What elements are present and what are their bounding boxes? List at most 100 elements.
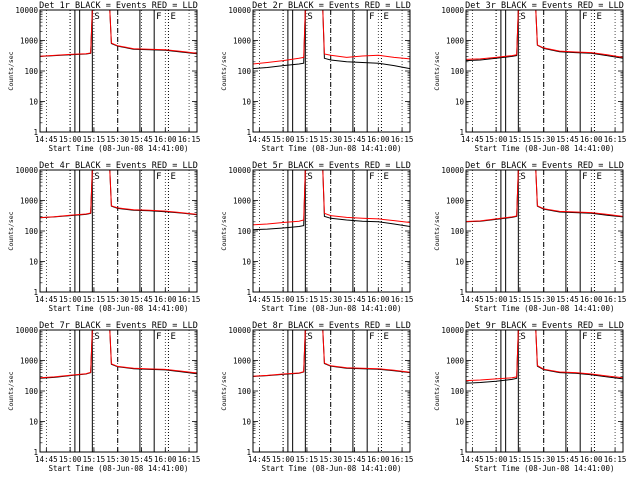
x-tick-label: 15:15	[509, 135, 532, 144]
y-tick-label: 100	[237, 227, 251, 236]
x-tick-label: 15:45	[556, 455, 579, 464]
x-tick-label: 15:00	[272, 135, 295, 144]
x-tick-label: 16:15	[178, 455, 201, 464]
event-marker-label: F	[369, 332, 374, 342]
y-tick-label: 1	[33, 288, 38, 297]
x-axis-label: Start Time (08-Jun-08 14:41:00)	[475, 464, 615, 473]
x-tick-label: 15:45	[343, 295, 366, 304]
y-tick-label: 10000	[441, 326, 464, 335]
y-tick-label: 100	[24, 387, 38, 396]
x-tick-label: 15:00	[59, 455, 82, 464]
y-tick-label: 1	[246, 288, 251, 297]
x-tick-label: 15:30	[532, 135, 555, 144]
x-tick-label: 16:15	[391, 295, 414, 304]
y-tick-label: 1	[33, 128, 38, 137]
x-tick-label: 16:15	[604, 295, 627, 304]
x-tick-label: 15:30	[319, 295, 342, 304]
x-tick-label: 15:15	[83, 135, 106, 144]
plot-frame	[39, 169, 198, 293]
x-tick-label: 15:00	[59, 295, 82, 304]
y-tick-label: 10000	[441, 6, 464, 15]
y-tick-label: 1	[246, 128, 251, 137]
x-tick-label: 16:15	[178, 135, 201, 144]
y-tick-label: 1000	[233, 37, 252, 46]
y-tick-label: 1	[459, 288, 464, 297]
y-tick-label: 10000	[15, 166, 38, 175]
x-tick-label: 15:45	[343, 455, 366, 464]
x-tick-label: 15:15	[83, 455, 106, 464]
y-tick-label: 1000	[20, 357, 39, 366]
x-tick-label: 16:00	[580, 455, 603, 464]
panel-3: Det 3r BLACK = Events RED = LLD 14:45 15:0…	[433, 1, 626, 153]
panel-title: Det 6r BLACK = Events RED = LLD	[465, 161, 624, 171]
x-axis-label: Start Time (08-Jun-08 14:41:00)	[49, 304, 189, 313]
x-tick-label: 15:15	[296, 295, 319, 304]
x-tick-label: 15:15	[509, 295, 532, 304]
y-tick-label: 100	[450, 227, 464, 236]
y-tick-label: 10	[455, 418, 465, 427]
x-tick-label: 16:00	[367, 455, 390, 464]
y-tick-label: 10	[29, 258, 39, 267]
event-marker-label: S	[307, 12, 312, 22]
x-tick-label: 15:45	[343, 135, 366, 144]
event-marker-label: E	[596, 332, 601, 342]
x-tick-label: 15:45	[130, 455, 153, 464]
series-line-lld	[466, 10, 623, 60]
x-tick-label: 15:00	[272, 455, 295, 464]
y-tick-label: 100	[24, 67, 38, 76]
y-tick-label: 1000	[20, 37, 39, 46]
plot-frame	[252, 9, 411, 133]
x-tick-label: 16:15	[391, 135, 414, 144]
event-marker-label: S	[520, 12, 525, 22]
panel-title: Det 9r BLACK = Events RED = LLD	[465, 321, 624, 331]
x-tick-label: 16:00	[154, 135, 177, 144]
x-tick-label: 14:45	[461, 135, 484, 144]
y-tick-label: 10	[29, 98, 39, 107]
y-axis-label: Counts/sec	[7, 51, 15, 90]
plot-frame	[465, 169, 624, 293]
y-tick-label: 10	[455, 258, 465, 267]
panel-title: Det 2r BLACK = Events RED = LLD	[252, 1, 411, 11]
event-marker-label: E	[170, 332, 175, 342]
x-tick-label: 16:15	[391, 455, 414, 464]
x-tick-label: 15:00	[485, 295, 508, 304]
y-tick-label: 10000	[228, 6, 251, 15]
panel-2: Det 2r BLACK = Events RED = LLD 14:45 15:0…	[220, 1, 413, 153]
event-marker-label: S	[94, 12, 99, 22]
x-tick-label: 15:30	[532, 295, 555, 304]
plot-frame	[252, 169, 411, 293]
series-line-lld	[253, 330, 410, 377]
series-line-lld	[466, 330, 623, 382]
y-tick-label: 10	[242, 258, 252, 267]
x-tick-label: 15:30	[106, 455, 129, 464]
event-marker-label: F	[156, 12, 161, 22]
panel-title: Det 4r BLACK = Events RED = LLD	[39, 161, 198, 171]
y-tick-label: 10000	[15, 6, 38, 15]
panel-title: Det 8r BLACK = Events RED = LLD	[252, 321, 411, 331]
x-tick-label: 15:30	[106, 295, 129, 304]
x-tick-label: 15:15	[296, 455, 319, 464]
y-tick-label: 1000	[233, 357, 252, 366]
y-tick-label: 10	[29, 418, 39, 427]
x-tick-label: 15:00	[485, 135, 508, 144]
series-line-lld	[40, 170, 197, 219]
plot-frame	[39, 9, 198, 133]
x-tick-label: 16:15	[178, 295, 201, 304]
y-tick-label: 10000	[15, 326, 38, 335]
x-tick-label: 15:15	[83, 295, 106, 304]
y-tick-label: 1	[459, 448, 464, 457]
x-tick-label: 16:00	[580, 295, 603, 304]
x-tick-label: 16:00	[154, 455, 177, 464]
x-tick-label: 14:45	[461, 295, 484, 304]
y-tick-label: 1	[459, 128, 464, 137]
y-axis-label: Counts/sec	[433, 211, 441, 250]
y-tick-label: 1000	[20, 197, 39, 206]
event-marker-label: E	[596, 172, 601, 182]
y-tick-label: 1	[33, 448, 38, 457]
x-tick-label: 14:45	[248, 455, 271, 464]
x-axis-label: Start Time (08-Jun-08 14:41:00)	[49, 464, 189, 473]
event-marker-label: E	[170, 12, 175, 22]
series-line-lld	[253, 10, 410, 65]
event-marker-label: F	[369, 12, 374, 22]
